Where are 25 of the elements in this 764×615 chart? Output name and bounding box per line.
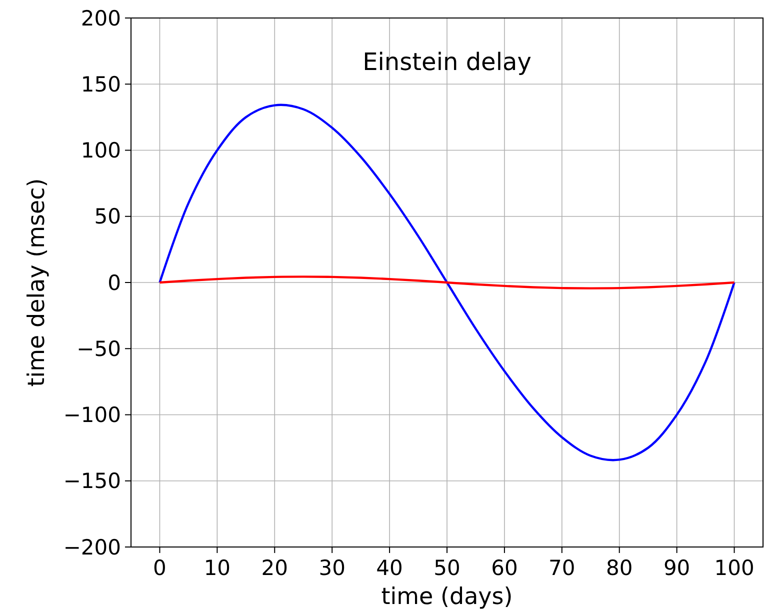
y-tick-label: −100: [63, 403, 121, 428]
x-tick-label: 70: [548, 556, 576, 580]
x-tick-label: 90: [663, 556, 690, 580]
y-tick-label: −200: [63, 535, 121, 560]
x-tick-label: 40: [376, 556, 403, 580]
x-tick-label: 20: [261, 556, 288, 580]
x-tick-label: 10: [204, 556, 231, 580]
y-tick-label: 50: [94, 204, 121, 229]
line-series: [158, 276, 736, 290]
y-tick-label: 200: [80, 6, 121, 30]
y-tick-label: −150: [63, 469, 121, 494]
line-series: [158, 104, 736, 461]
y-tick-label: 0: [108, 270, 121, 295]
x-tick-label: 60: [491, 556, 518, 580]
y-tick-label: −50: [76, 336, 121, 361]
x-tick-label: 100: [714, 556, 754, 580]
y-tick-label: 100: [80, 138, 121, 163]
x-tick-label: 80: [606, 556, 633, 580]
x-tick-label: 0: [153, 556, 166, 580]
y-axis-title: time delay (msec): [24, 178, 50, 387]
x-tick-label: 50: [434, 556, 460, 580]
y-tick-label: 150: [80, 72, 121, 96]
text: Einstein delay: [362, 48, 532, 76]
x-axis-title: time (days): [381, 584, 513, 610]
x-tick-label: 30: [318, 556, 346, 580]
